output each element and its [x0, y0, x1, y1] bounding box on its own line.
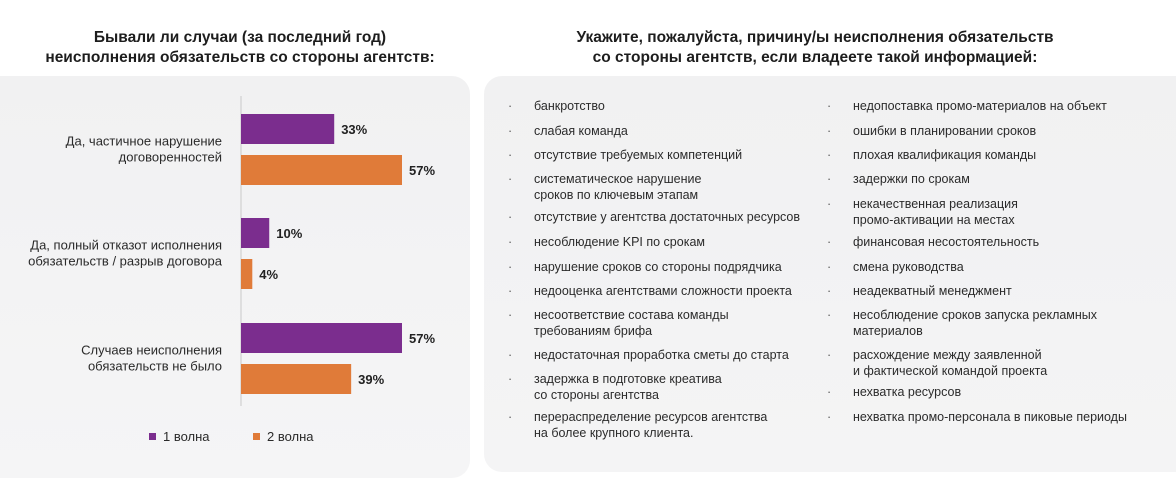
bullet-icon: ·: [508, 235, 513, 249]
value-label-2-1: 57%: [409, 163, 435, 178]
value-label-1-3: 57%: [409, 331, 435, 346]
reason-item: · перераспределение ресурсов агентства на…: [508, 409, 767, 441]
bullet-icon: ·: [827, 99, 832, 113]
reason-text: отсутствие у агентства достаточных ресур…: [534, 210, 801, 224]
reason-item: · смена руководства: [827, 259, 964, 275]
reason-item: · плохая квалификация команды: [827, 147, 1036, 163]
reason-item: · несоответствие состава команды требован…: [508, 307, 729, 339]
reason-text: некачественная реализация промо-активаци…: [853, 197, 1018, 227]
legend-swatch-2: [253, 433, 260, 440]
reason-text: финансовая несостоятельность: [853, 235, 1040, 249]
reason-item: · недостаточная проработка сметы до старт…: [508, 347, 789, 363]
chart-panel: [0, 76, 470, 478]
bar-1-2: [241, 218, 270, 248]
reason-item: · несоблюдение сроков запуска рекламных м…: [827, 307, 1097, 339]
reason-item: · банкротство: [508, 98, 605, 114]
reason-text: недостаточная проработка сметы до старта: [534, 348, 789, 362]
bullet-icon: ·: [827, 308, 832, 322]
reason-item: · задержка в подготовке креатива со сторо…: [508, 371, 722, 403]
reason-text: отсутствие требуемых компетенций: [534, 148, 743, 162]
legend-label-2: 2 волна: [267, 429, 314, 444]
reason-item: · задержки по срокам: [827, 171, 970, 187]
reason-text: банкротство: [534, 99, 605, 113]
reason-text: перераспределение ресурсов агентства на …: [534, 410, 768, 440]
bullet-icon: ·: [508, 260, 513, 274]
bullet-icon: ·: [827, 385, 832, 399]
bullet-icon: ·: [508, 148, 513, 162]
bullet-icon: ·: [508, 172, 513, 186]
bullet-icon: ·: [827, 197, 832, 211]
right-title: Укажите, пожалуйста, причину/ы неисполне…: [576, 29, 1054, 66]
reason-item: · отсутствие у агентства достаточных ресу…: [508, 209, 800, 225]
bar-2-1: [241, 155, 402, 185]
reason-item: · слабая команда: [508, 123, 628, 139]
bar-chart: Да, частичное нарушение договоренностей 33…: [28, 96, 435, 444]
legend-label-1: 1 волна: [163, 429, 210, 444]
reason-item: · нарушение сроков со стороны подрядчика: [508, 259, 782, 275]
reason-item: · нехватка ресурсов: [827, 384, 961, 400]
value-label-1-1: 33%: [341, 122, 367, 137]
bullet-icon: ·: [827, 235, 832, 249]
reason-text: плохая квалификация команды: [853, 148, 1037, 162]
reason-text: нехватка промо-персонала в пиковые перио…: [853, 410, 1127, 424]
reason-item: · неадекватный менеджмент: [827, 283, 1012, 299]
reason-item: · ошибки в планировании сроков: [827, 123, 1036, 139]
value-label-2-2: 4%: [259, 267, 278, 282]
bar-2-3: [241, 364, 352, 394]
reason-text: задержка в подготовке креатива со сторон…: [534, 372, 722, 402]
reason-item: · отсутствие требуемых компетенций: [508, 147, 742, 163]
bullet-icon: ·: [827, 124, 832, 138]
reason-text: нарушение сроков со стороны подрядчика: [534, 260, 782, 274]
bullet-icon: ·: [508, 124, 513, 138]
reasons-panel: [484, 76, 1176, 472]
bullet-icon: ·: [508, 210, 513, 224]
reason-text: ошибки в планировании сроков: [853, 124, 1037, 138]
bullet-icon: ·: [827, 348, 832, 362]
legend-swatch-1: [149, 433, 156, 440]
bullet-icon: ·: [827, 172, 832, 186]
reason-text: нехватка ресурсов: [853, 385, 962, 399]
value-label-2-3: 39%: [358, 372, 384, 387]
category-label-1: Да, частичное нарушение договоренностей: [66, 134, 222, 165]
reason-text: несоблюдение сроков запуска рекламных ма…: [853, 308, 1098, 338]
reason-text: расхождение между заявленной и фактическ…: [853, 348, 1048, 378]
reason-text: недооценка агентствами сложности проекта: [534, 284, 792, 298]
reason-item: · финансовая несостоятельность: [827, 234, 1039, 250]
bullet-icon: ·: [508, 308, 513, 322]
reason-item: · несоблюдение KPI по срокам: [508, 234, 705, 250]
bar-1-1: [241, 114, 335, 144]
bar-2-2: [241, 259, 253, 289]
bullet-icon: ·: [508, 99, 513, 113]
bullet-icon: ·: [827, 148, 832, 162]
bullet-icon: ·: [508, 284, 513, 298]
value-label-1-2: 10%: [276, 226, 302, 241]
reason-text: смена руководства: [853, 260, 964, 274]
reason-item: · систематическое нарушение сроков по клю…: [508, 171, 701, 203]
bar-1-3: [241, 323, 402, 353]
bullet-icon: ·: [508, 348, 513, 362]
reason-item: · расхождение между заявленной и фактичес…: [827, 347, 1047, 379]
bullet-icon: ·: [827, 284, 832, 298]
category-label-3: Случаев неисполнения обязательств не было: [81, 343, 222, 374]
reason-item: · некачественная реализация промо-активац…: [827, 196, 1018, 228]
bullet-icon: ·: [827, 260, 832, 274]
reason-text: задержки по срокам: [853, 172, 970, 186]
reason-text: несоответствие состава команды требовани…: [534, 308, 729, 338]
left-title: Бывали ли случаи (за последний год) неис…: [45, 29, 435, 66]
reason-item: · нехватка промо-персонала в пиковые пери…: [827, 409, 1127, 425]
reason-item: · недооценка агентствами сложности проект…: [508, 283, 792, 299]
bullet-icon: ·: [827, 410, 832, 424]
reason-text: недопоставка промо-материалов на объект: [853, 99, 1107, 113]
bullet-icon: ·: [508, 410, 513, 424]
bullet-icon: ·: [508, 372, 513, 386]
reason-text: систематическое нарушение сроков по ключ…: [534, 172, 702, 202]
reason-text: слабая команда: [534, 124, 628, 138]
reason-text: несоблюдение KPI по срокам: [534, 235, 706, 249]
reason-text: неадекватный менеджмент: [853, 284, 1012, 298]
reason-item: · недопоставка промо-материалов на объект: [827, 98, 1107, 114]
category-label-2: Да, полный отказот исполнения обязательст…: [28, 238, 223, 269]
